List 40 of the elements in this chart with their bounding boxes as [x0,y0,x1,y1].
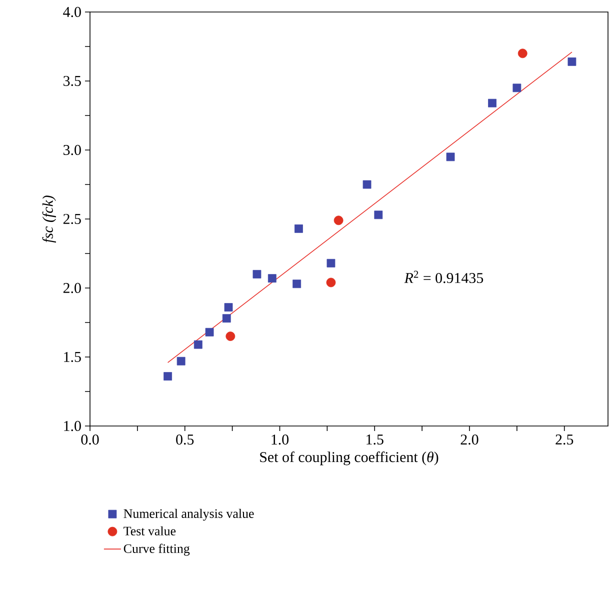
legend-label: Curve fitting [124,544,190,556]
point [268,274,276,283]
y-tick-label: 3.0 [64,144,81,156]
point [226,332,236,341]
y-tick-label: 2.0 [63,282,81,294]
x-tick-label: 0.5 [176,434,194,445]
y-tick-label: 4.0 [63,6,81,18]
y-axis-title: fsc (fck) [42,196,56,243]
y-tick-label: 3.5 [64,76,81,86]
point [374,210,383,220]
point [252,270,262,278]
x-tick-label: 1.5 [366,434,384,445]
point [164,372,172,381]
annotation: R$^{2}$ = 0.91435 [404,270,484,284]
point [488,98,496,108]
point [292,280,302,288]
point [205,328,214,336]
x-tick-label: 1.0 [272,434,289,445]
point [294,224,303,233]
point [194,340,202,349]
point [518,48,528,58]
x-tick-label: 2.0 [460,434,478,445]
point [512,84,522,92]
point [446,152,455,162]
point [568,57,576,66]
point [326,258,336,268]
legend-label: Test value [124,526,176,536]
y-tick-label: 1.5 [64,352,81,362]
point [222,314,231,323]
point [176,356,186,366]
legend-label: Numerical analysis value [124,508,254,521]
x-axis-title: Set of coupling coefficient (θ) [260,452,438,466]
point [326,278,336,288]
point [334,216,344,226]
y-tick-label: 2.5 [63,214,81,224]
x-tick-label: 0.0 [81,434,99,445]
y-tick-label: 1.0 [64,420,81,432]
point [224,303,233,312]
point [362,180,372,189]
x-tick-label: 2.5 [556,434,574,445]
